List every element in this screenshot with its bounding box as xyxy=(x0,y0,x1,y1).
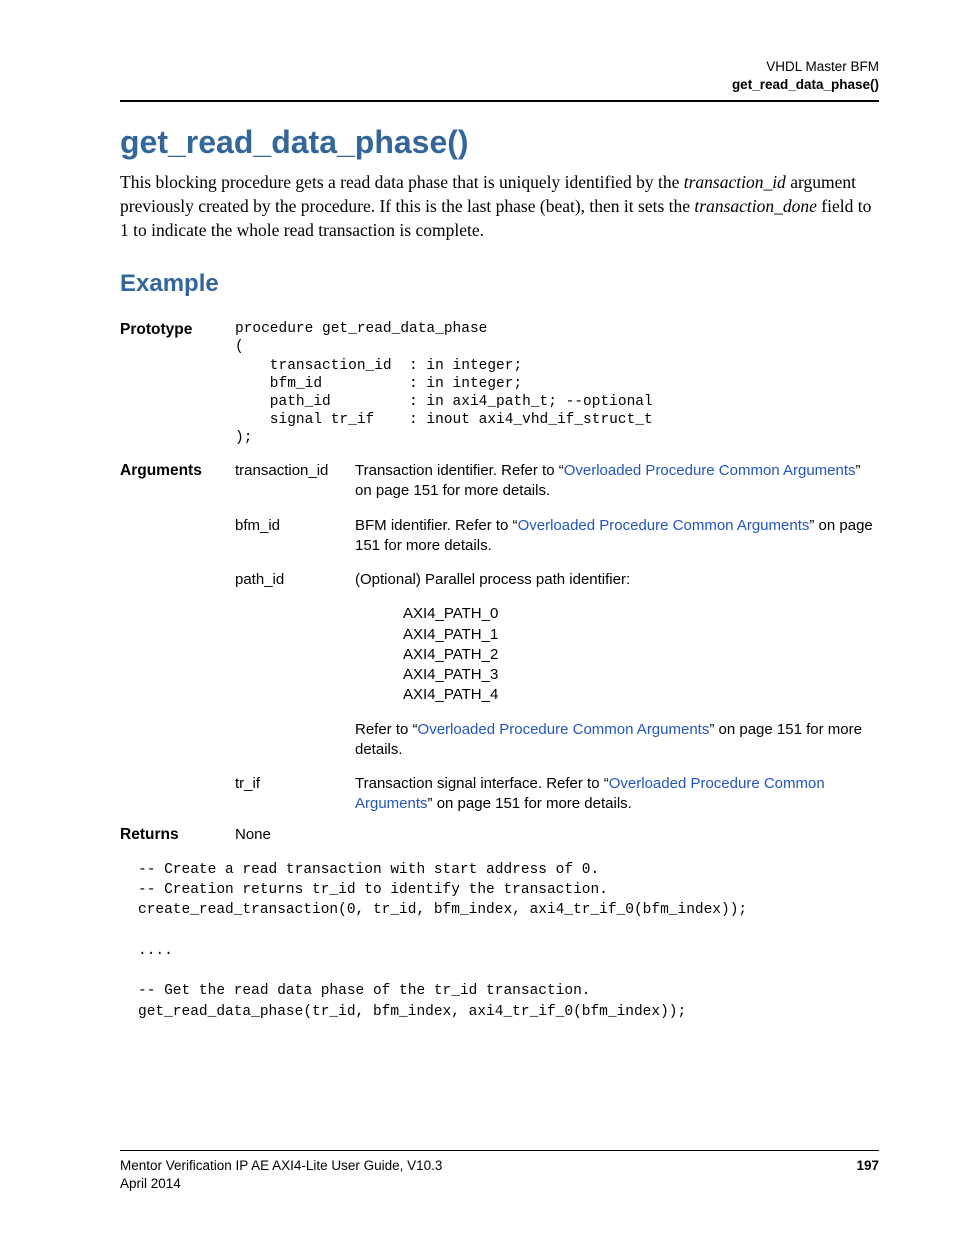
arg-path-refer: Refer to “Overloaded Procedure Common Ar… xyxy=(355,720,879,761)
spacer xyxy=(355,590,879,604)
header-line-2: get_read_data_phase() xyxy=(120,76,879,94)
header-rule xyxy=(120,100,879,102)
arg-name-path-id: path_id xyxy=(235,570,355,760)
empty-cell xyxy=(120,516,235,557)
path-list: AXI4_PATH_0 AXI4_PATH_1 AXI4_PATH_2 AXI4… xyxy=(403,604,879,705)
definition-table: Prototype procedure get_read_data_phase … xyxy=(120,320,879,845)
arg-desc-transaction-id: Transaction identifier. Refer to “Overlo… xyxy=(355,461,879,502)
arg-path-line1: (Optional) Parallel process path identif… xyxy=(355,570,879,590)
prototype-label: Prototype xyxy=(120,320,235,447)
arg-bfm-link[interactable]: Overloaded Procedure Common Arguments xyxy=(518,517,810,534)
page-container: VHDL Master BFM get_read_data_phase() ge… xyxy=(0,0,954,1022)
arg-path-refer-pre: Refer to “ xyxy=(355,721,418,738)
spacer xyxy=(120,760,879,774)
arg-name-bfm-id: bfm_id xyxy=(235,516,355,557)
intro-paragraph: This blocking procedure gets a read data… xyxy=(120,171,879,242)
footer-left: Mentor Verification IP AE AXI4-Lite User… xyxy=(120,1157,442,1193)
arg-desc-bfm-id: BFM identifier. Refer to “Overloaded Pro… xyxy=(355,516,879,557)
intro-text-a: This blocking procedure gets a read data… xyxy=(120,172,684,192)
path-item: AXI4_PATH_1 xyxy=(403,625,879,645)
spacer xyxy=(120,502,879,516)
footer-date: April 2014 xyxy=(120,1176,181,1191)
arg-bfm-pre: BFM identifier. Refer to “ xyxy=(355,517,518,534)
path-item: AXI4_PATH_2 xyxy=(403,645,879,665)
arg-trif-pre: Transaction signal interface. Refer to “ xyxy=(355,775,609,792)
header-line-1: VHDL Master BFM xyxy=(120,58,879,76)
arg-tid-pre: Transaction identifier. Refer to “ xyxy=(355,462,564,479)
arg-desc-path-id: (Optional) Parallel process path identif… xyxy=(355,570,879,760)
footer-doc-title: Mentor Verification IP AE AXI4-Lite User… xyxy=(120,1158,442,1173)
arg-tid-link[interactable]: Overloaded Procedure Common Arguments xyxy=(564,462,856,479)
path-item: AXI4_PATH_3 xyxy=(403,665,879,685)
page-header: VHDL Master BFM get_read_data_phase() xyxy=(120,58,879,94)
arg-path-refer-link[interactable]: Overloaded Procedure Common Arguments xyxy=(418,721,710,738)
arg-trif-post: ” on page 151 for more details. xyxy=(428,795,632,812)
page-footer: Mentor Verification IP AE AXI4-Lite User… xyxy=(120,1150,879,1193)
path-item: AXI4_PATH_4 xyxy=(403,685,879,705)
spacer xyxy=(120,815,879,825)
intro-em-2: transaction_done xyxy=(694,196,817,216)
example-heading: Example xyxy=(120,270,879,298)
footer-row: Mentor Verification IP AE AXI4-Lite User… xyxy=(120,1157,879,1193)
arguments-label: Arguments xyxy=(120,461,235,502)
example-code: -- Create a read transaction with start … xyxy=(138,860,879,1022)
arg-name-transaction-id: transaction_id xyxy=(235,461,355,502)
arg-name-tr-if: tr_if xyxy=(235,774,355,815)
page-title: get_read_data_phase() xyxy=(120,124,879,161)
spacer xyxy=(355,706,879,720)
returns-label: Returns xyxy=(120,825,235,846)
prototype-code: procedure get_read_data_phase ( transact… xyxy=(235,320,879,447)
empty-cell xyxy=(120,774,235,815)
spacer xyxy=(120,556,879,570)
arg-desc-tr-if: Transaction signal interface. Refer to “… xyxy=(355,774,879,815)
returns-value: None xyxy=(235,825,879,846)
empty-cell xyxy=(120,570,235,760)
footer-rule xyxy=(120,1150,879,1151)
spacer xyxy=(120,447,879,461)
path-item: AXI4_PATH_0 xyxy=(403,604,879,624)
footer-page-number: 197 xyxy=(856,1157,879,1193)
intro-em-1: transaction_id xyxy=(684,172,786,192)
